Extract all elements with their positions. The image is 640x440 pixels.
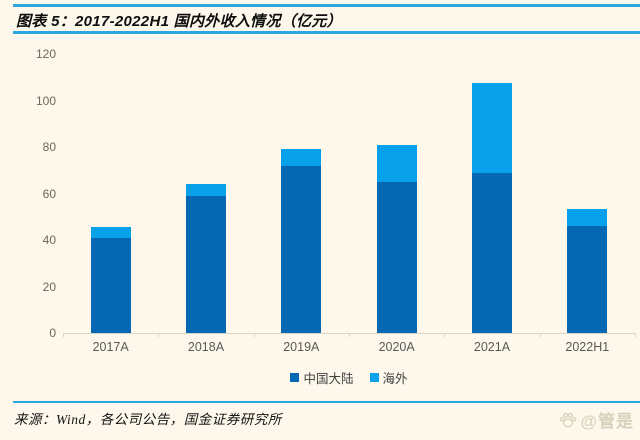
- legend-item: 中国大陆: [290, 368, 354, 387]
- y-axis: 0 20 40 60 80 100 120: [0, 47, 56, 340]
- legend-label: 中国大陆: [303, 372, 354, 386]
- bar-segment-overseas: [281, 149, 322, 166]
- bar-segment-mainland: [185, 195, 226, 333]
- source-note: 来源：Wind，各公司公告，国金证券研究所: [14, 412, 282, 427]
- x-tick-label: 2019A: [283, 340, 320, 354]
- bar-segment-overseas: [471, 83, 512, 173]
- bar-group: 2018A: [158, 54, 253, 354]
- bar-segment-mainland: [567, 226, 608, 333]
- bar-stack: [471, 83, 512, 333]
- y-tick-label: 100: [35, 93, 56, 108]
- axis-tick: [63, 333, 64, 337]
- legend-swatch: [290, 373, 300, 382]
- y-tick-label: 120: [35, 47, 56, 61]
- bar-group: 2017A: [63, 54, 158, 354]
- header-top-rule: [13, 4, 640, 7]
- axis-tick: [635, 333, 636, 337]
- bar-segment-mainland: [90, 237, 131, 333]
- x-tick-label: 2020A: [378, 340, 415, 354]
- bar-stack: [185, 184, 226, 333]
- watermark: @管是: [558, 407, 634, 432]
- paw-icon: [558, 410, 578, 430]
- legend-item: 海外: [369, 368, 408, 387]
- bar-segment-overseas: [185, 184, 226, 196]
- axis-tick: [253, 333, 255, 337]
- header-bottom-rule: [13, 31, 640, 34]
- bar-group: 2019A: [254, 54, 349, 354]
- x-tick-label: 2018A: [187, 340, 225, 354]
- bar-stack: [567, 208, 608, 333]
- bar-segment-overseas: [376, 144, 417, 182]
- bar-group: 2022H1: [540, 54, 635, 354]
- legend-swatch: [369, 373, 379, 382]
- bar-segment-mainland: [376, 181, 417, 333]
- y-tick-label: 40: [42, 233, 56, 247]
- bar-segment-overseas: [567, 208, 608, 227]
- bar-stack: [376, 144, 417, 333]
- y-tick-label: 80: [42, 140, 56, 154]
- x-tick-label: 2022H1: [565, 340, 610, 354]
- source-rule: [13, 401, 640, 403]
- x-tick-label: 2021A: [473, 340, 511, 354]
- axis-tick: [349, 333, 350, 337]
- axis-tick: [158, 333, 160, 337]
- y-tick-label: 0: [49, 326, 56, 340]
- bar-segment-mainland: [281, 165, 322, 333]
- bar-group: 2021A: [444, 54, 539, 354]
- legend: 中国大陆 海外: [63, 368, 635, 387]
- watermark-text: @管是: [580, 412, 634, 431]
- axis-tick: [444, 333, 446, 337]
- x-tick-label: 2017A: [92, 340, 129, 354]
- figure-title: 图表 5：2017-2022H1 国内外收入情况（亿元）: [16, 13, 342, 30]
- plot-area: 2017A 2018A 2019A 2020A 2021A 2022H1: [63, 54, 636, 354]
- bar-stack: [281, 149, 322, 333]
- y-tick-label: 60: [42, 186, 56, 201]
- bar-segment-overseas: [90, 227, 131, 238]
- bar-segment-mainland: [471, 172, 512, 333]
- legend-label: 海外: [382, 372, 408, 386]
- bar-group: 2020A: [349, 54, 444, 354]
- bar-stack: [90, 227, 131, 333]
- y-tick-label: 20: [42, 279, 56, 294]
- axis-tick: [539, 333, 541, 337]
